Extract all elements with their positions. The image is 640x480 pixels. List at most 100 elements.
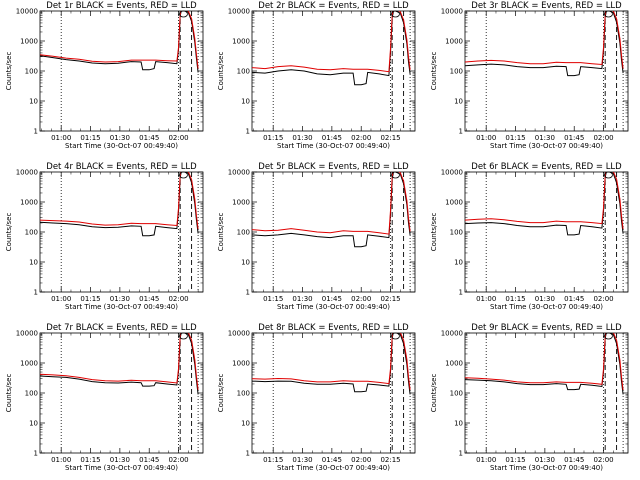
x-tick-label: 01:15 [505, 295, 525, 303]
y-tick-label: 1000 [232, 38, 250, 46]
x-tick-label: 02:00 [593, 456, 613, 464]
y-tick-label: 10 [454, 98, 463, 106]
x-tick-label: 01:00 [51, 134, 71, 142]
x-axis-label: Start Time (30-Oct-07 00:49:40) [65, 303, 178, 311]
x-tick-label: 02:00 [593, 134, 613, 142]
panel-title: Det 7r BLACK = Events, RED = LLD [46, 323, 197, 333]
y-tick-label: 1 [246, 128, 250, 136]
x-tick-label: 02:00 [593, 295, 613, 303]
x-axis-label: Start Time (30-Oct-07 00:49:40) [277, 142, 390, 150]
series-lld [465, 333, 624, 391]
y-tick-label: 1000 [20, 199, 38, 207]
panel-title: Det 9r BLACK = Events, RED = LLD [471, 323, 622, 333]
y-axis-label: Counts/sec [430, 213, 438, 252]
x-tick-label: 02:15 [380, 295, 400, 303]
x-tick-label: 01:15 [505, 456, 525, 464]
x-tick-label: 02:15 [380, 134, 400, 142]
x-tick-label: 01:30 [535, 295, 555, 303]
peak-marker-circle [179, 10, 188, 18]
panel-det-8r: Det 8r BLACK = Events, RED = LLD 1 10 100 10… [217, 323, 416, 472]
y-tick-label: 1 [459, 289, 463, 297]
x-tick-label: 02:00 [168, 456, 188, 464]
panel-title: Det 1r BLACK = Events, RED = LLD [46, 1, 197, 11]
series-events [252, 172, 411, 248]
panel-det-2r: Det 2r BLACK = Events, RED = LLD 1 10 100 10… [217, 1, 416, 150]
series-events [252, 11, 411, 86]
x-tick-label: 01:30 [110, 134, 130, 142]
y-tick-label: 1 [246, 289, 250, 297]
y-tick-label: 100 [450, 390, 463, 398]
y-tick-label: 1 [34, 128, 38, 136]
peak-marker-circle [391, 332, 400, 340]
y-tick-label: 10 [241, 420, 250, 428]
series-events [252, 333, 411, 395]
y-tick-label: 100 [237, 68, 250, 76]
y-tick-label: 10000 [16, 169, 38, 177]
x-tick-label: 02:00 [351, 134, 371, 142]
x-tick-label: 01:15 [80, 134, 100, 142]
x-tick-label: 01:15 [80, 456, 100, 464]
peak-marker-circle [604, 171, 613, 179]
panel-det-4r: Det 4r BLACK = Events, RED = LLD 1 10 100 10… [5, 162, 204, 311]
x-tick-label: 01:30 [535, 456, 555, 464]
x-tick-label: 01:45 [564, 456, 584, 464]
y-tick-label: 1000 [445, 360, 463, 368]
x-tick-label: 02:15 [380, 456, 400, 464]
x-tick-label: 01:15 [263, 134, 283, 142]
peak-marker-circle [179, 171, 188, 179]
y-tick-label: 10 [454, 420, 463, 428]
y-tick-label: 10 [241, 98, 250, 106]
panel-title: Det 8r BLACK = Events, RED = LLD [258, 323, 409, 333]
y-tick-label: 1000 [445, 199, 463, 207]
y-tick-label: 1 [34, 289, 38, 297]
panel-title: Det 6r BLACK = Events, RED = LLD [471, 162, 622, 172]
peak-marker-circle [179, 332, 188, 340]
y-tick-label: 1000 [445, 38, 463, 46]
x-tick-label: 01:30 [535, 134, 555, 142]
y-axis-label: Counts/sec [5, 374, 13, 413]
y-axis-label: Counts/sec [217, 52, 225, 91]
x-tick-label: 02:00 [168, 134, 188, 142]
y-axis-label: Counts/sec [430, 374, 438, 413]
x-tick-label: 01:45 [139, 134, 159, 142]
y-tick-label: 10 [241, 259, 250, 267]
x-tick-label: 01:15 [263, 456, 283, 464]
peak-marker-circle [604, 10, 613, 18]
panel-det-1r: Det 1r BLACK = Events, RED = LLD 1 10 100 10… [5, 1, 204, 150]
x-axis-label: Start Time (30-Oct-07 00:49:40) [65, 464, 178, 472]
series-events [40, 172, 199, 237]
panel-title: Det 5r BLACK = Events, RED = LLD [258, 162, 409, 172]
y-tick-label: 10000 [441, 169, 463, 177]
series-lld [465, 172, 624, 230]
x-tick-label: 01:30 [292, 456, 312, 464]
panel-title: Det 3r BLACK = Events, RED = LLD [471, 1, 622, 11]
x-tick-label: 01:45 [139, 295, 159, 303]
series-events [465, 11, 624, 77]
x-tick-label: 01:00 [51, 456, 71, 464]
panel-det-9r: Det 9r BLACK = Events, RED = LLD 1 10 100 10… [430, 323, 629, 472]
x-axis-label: Start Time (30-Oct-07 00:49:40) [490, 142, 603, 150]
x-axis-label: Start Time (30-Oct-07 00:49:40) [65, 142, 178, 150]
y-tick-label: 10000 [228, 169, 250, 177]
panel-det-3r: Det 3r BLACK = Events, RED = LLD 1 10 100 10… [430, 1, 629, 150]
x-axis-label: Start Time (30-Oct-07 00:49:40) [277, 303, 390, 311]
series-events [40, 333, 199, 395]
x-tick-label: 01:30 [110, 295, 130, 303]
y-tick-label: 10 [29, 259, 38, 267]
y-tick-label: 10 [29, 420, 38, 428]
x-tick-label: 01:45 [322, 456, 342, 464]
panel-title: Det 4r BLACK = Events, RED = LLD [46, 162, 197, 172]
series-events [40, 11, 199, 73]
peak-marker-circle [391, 171, 400, 179]
series-lld [40, 172, 199, 230]
x-tick-label: 01:15 [505, 134, 525, 142]
y-tick-label: 1000 [232, 199, 250, 207]
y-tick-label: 10 [29, 98, 38, 106]
panel-det-6r: Det 6r BLACK = Events, RED = LLD 1 10 100 10… [430, 162, 629, 311]
y-tick-label: 1 [459, 128, 463, 136]
series-events [465, 333, 624, 395]
peak-marker-circle [391, 10, 400, 18]
series-lld [465, 11, 624, 69]
y-tick-label: 100 [237, 390, 250, 398]
y-tick-label: 100 [25, 229, 38, 237]
